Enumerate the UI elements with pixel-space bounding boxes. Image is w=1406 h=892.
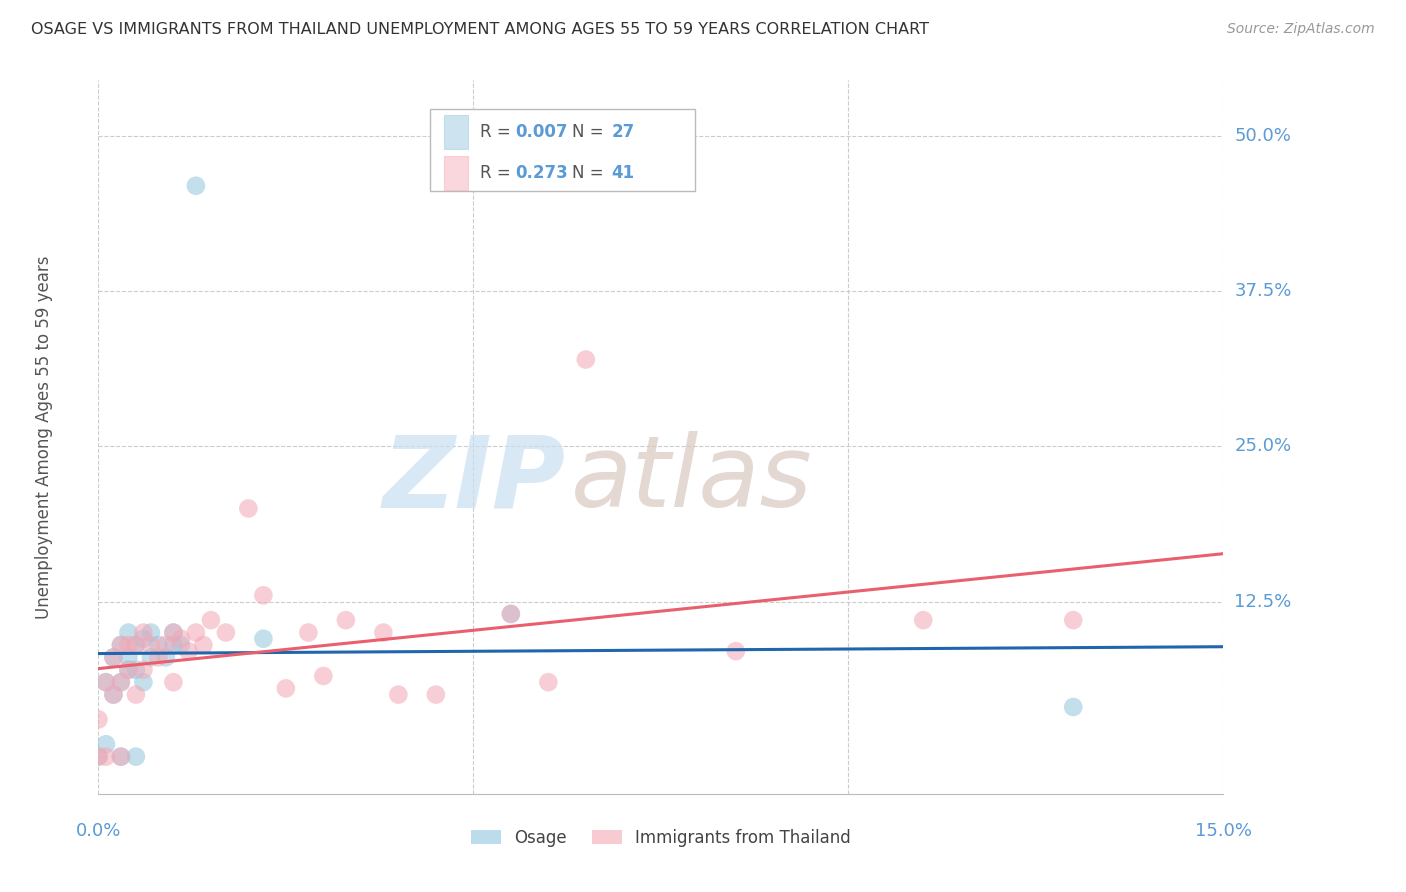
Legend: Osage, Immigrants from Thailand: Osage, Immigrants from Thailand bbox=[464, 822, 858, 854]
Point bbox=[110, 749, 132, 764]
Point bbox=[312, 669, 335, 683]
Point bbox=[139, 650, 162, 665]
Point bbox=[94, 675, 117, 690]
Point bbox=[125, 688, 148, 702]
Point bbox=[125, 663, 148, 677]
Point bbox=[184, 625, 207, 640]
Text: N =: N = bbox=[572, 164, 609, 182]
Point bbox=[132, 675, 155, 690]
Point bbox=[162, 638, 184, 652]
Point bbox=[103, 650, 125, 665]
Point bbox=[425, 688, 447, 702]
Text: 25.0%: 25.0% bbox=[1234, 437, 1292, 456]
Text: OSAGE VS IMMIGRANTS FROM THAILAND UNEMPLOYMENT AMONG AGES 55 TO 59 YEARS CORRELA: OSAGE VS IMMIGRANTS FROM THAILAND UNEMPL… bbox=[31, 22, 929, 37]
Point bbox=[215, 625, 238, 640]
Text: R =: R = bbox=[479, 123, 516, 141]
Point bbox=[177, 644, 200, 658]
Point bbox=[252, 588, 274, 602]
Text: 37.5%: 37.5% bbox=[1234, 282, 1292, 301]
Point bbox=[162, 675, 184, 690]
Point bbox=[155, 638, 177, 652]
Point bbox=[139, 625, 162, 640]
Point bbox=[139, 638, 162, 652]
Text: 12.5%: 12.5% bbox=[1234, 592, 1292, 610]
Point bbox=[148, 650, 170, 665]
FancyBboxPatch shape bbox=[444, 156, 468, 190]
Point bbox=[94, 737, 117, 751]
Point bbox=[155, 650, 177, 665]
Point bbox=[103, 650, 125, 665]
Point bbox=[335, 613, 357, 627]
Text: 41: 41 bbox=[612, 164, 634, 182]
Point bbox=[274, 681, 297, 696]
Text: 0.007: 0.007 bbox=[516, 123, 568, 141]
Point bbox=[87, 749, 110, 764]
Point bbox=[184, 178, 207, 193]
Point bbox=[387, 688, 409, 702]
Point bbox=[110, 675, 132, 690]
Text: 0.0%: 0.0% bbox=[76, 822, 121, 840]
Text: 50.0%: 50.0% bbox=[1234, 128, 1291, 145]
Point bbox=[103, 688, 125, 702]
Point bbox=[94, 749, 117, 764]
Point bbox=[912, 613, 935, 627]
Point bbox=[238, 501, 260, 516]
Point bbox=[499, 607, 522, 621]
Point bbox=[148, 638, 170, 652]
Point bbox=[1062, 613, 1084, 627]
Text: ZIP: ZIP bbox=[382, 432, 565, 528]
Point bbox=[724, 644, 747, 658]
Point bbox=[162, 625, 184, 640]
Text: Unemployment Among Ages 55 to 59 years: Unemployment Among Ages 55 to 59 years bbox=[35, 255, 53, 619]
Point bbox=[110, 749, 132, 764]
Point bbox=[110, 638, 132, 652]
Point bbox=[117, 625, 139, 640]
Point bbox=[87, 713, 110, 727]
Point bbox=[125, 749, 148, 764]
Point bbox=[87, 749, 110, 764]
Text: 15.0%: 15.0% bbox=[1195, 822, 1251, 840]
Point bbox=[125, 638, 148, 652]
Point bbox=[373, 625, 395, 640]
Text: Source: ZipAtlas.com: Source: ZipAtlas.com bbox=[1227, 22, 1375, 37]
Point bbox=[110, 675, 132, 690]
Point bbox=[252, 632, 274, 646]
Point bbox=[297, 625, 319, 640]
FancyBboxPatch shape bbox=[430, 109, 695, 191]
Point bbox=[575, 352, 598, 367]
Point bbox=[94, 675, 117, 690]
Text: 0.273: 0.273 bbox=[516, 164, 568, 182]
Point bbox=[117, 663, 139, 677]
Text: N =: N = bbox=[572, 123, 609, 141]
Point bbox=[193, 638, 215, 652]
Point bbox=[499, 607, 522, 621]
Point bbox=[117, 638, 139, 652]
Point bbox=[1062, 700, 1084, 714]
Text: 27: 27 bbox=[612, 123, 634, 141]
Point bbox=[170, 638, 193, 652]
Point bbox=[103, 688, 125, 702]
Text: R =: R = bbox=[479, 164, 516, 182]
Point bbox=[162, 625, 184, 640]
Text: atlas: atlas bbox=[571, 432, 813, 528]
Point bbox=[132, 632, 155, 646]
Point bbox=[125, 638, 148, 652]
FancyBboxPatch shape bbox=[444, 115, 468, 149]
Point bbox=[537, 675, 560, 690]
Point bbox=[117, 663, 139, 677]
Point bbox=[170, 632, 193, 646]
Point bbox=[200, 613, 222, 627]
Point bbox=[117, 650, 139, 665]
Point bbox=[132, 663, 155, 677]
Point bbox=[110, 638, 132, 652]
Point bbox=[132, 625, 155, 640]
